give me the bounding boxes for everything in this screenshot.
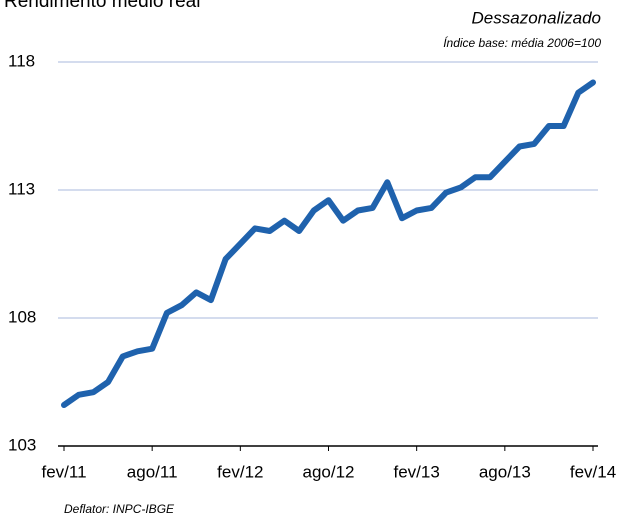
footnote: Deflator: INPC-IBGE [64, 502, 175, 516]
data-line [61, 79, 596, 408]
y-tick-label: 113 [8, 179, 35, 198]
x-tick-label: ago/11 [127, 462, 178, 481]
x-tick-label: fev/11 [41, 462, 86, 481]
chart-subtitle: Dessazonalizado [472, 8, 601, 27]
y-tick-label: 108 [8, 307, 36, 326]
x-tick-label: fev/14 [570, 462, 616, 481]
chart-note: Índice base: média 2006=100 [443, 35, 601, 50]
y-tick-label: 118 [8, 51, 35, 70]
x-tick-label: ago/12 [303, 462, 355, 481]
chart-title: Rendimento médio real [4, 0, 200, 12]
x-tick-label: ago/13 [479, 462, 531, 481]
x-tick-label: fev/12 [217, 462, 263, 481]
x-tick-label: fev/13 [394, 462, 440, 481]
y-tick-label: 103 [8, 435, 36, 454]
